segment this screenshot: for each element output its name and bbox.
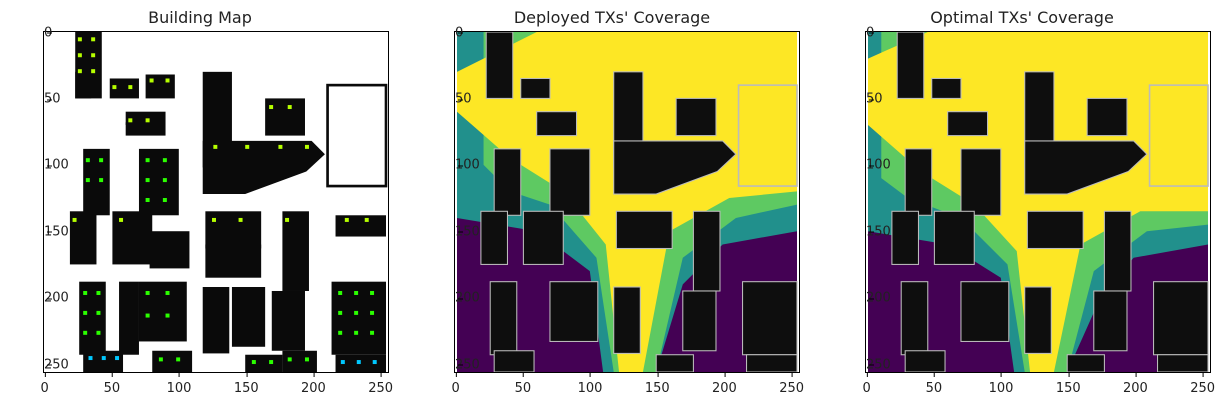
y-tick-label: 50 xyxy=(455,92,472,107)
panel-title: Building Map xyxy=(148,8,252,27)
x-tick-label: 250 xyxy=(779,372,804,396)
axes-building-map: 050100150200250050100150200250 xyxy=(41,25,393,396)
x-tick-label: 150 xyxy=(645,372,670,396)
panel-title: Optimal TXs' Coverage xyxy=(930,8,1114,27)
x-tick-label: 50 xyxy=(926,372,942,396)
axes-deployed-coverage: 050100150200250050100150200250 xyxy=(452,25,804,396)
building-map-image xyxy=(43,31,389,373)
y-tick-label: 0 xyxy=(44,25,53,41)
x-tick-label: 250 xyxy=(368,372,393,396)
x-tick-label: 100 xyxy=(989,372,1013,396)
y-tick-label: 100 xyxy=(44,158,69,173)
y-tick-label: 250 xyxy=(866,357,891,372)
axes-optimal-coverage: 050100150200250050100150200250 xyxy=(863,25,1215,396)
x-tick-label: 0 xyxy=(863,372,871,396)
x-tick-label: 150 xyxy=(234,372,259,396)
y-tick-label: 50 xyxy=(44,92,61,107)
y-tick-label: 50 xyxy=(866,92,883,107)
y-tick-label: 250 xyxy=(44,357,69,372)
optimal-coverage-image xyxy=(865,31,1211,373)
y-tick-label: 200 xyxy=(866,291,891,306)
y-tick-label: 0 xyxy=(866,25,875,41)
panel-title: Deployed TXs' Coverage xyxy=(513,8,711,27)
x-tick-label: 150 xyxy=(1056,372,1081,396)
x-tick-label: 200 xyxy=(301,372,326,396)
y-tick-label: 200 xyxy=(455,291,480,306)
x-tick-label: 200 xyxy=(712,372,737,396)
x-tick-label: 50 xyxy=(515,372,531,396)
deployed-coverage-image xyxy=(454,31,800,373)
x-tick-label: 100 xyxy=(578,372,602,396)
x-tick-label: 200 xyxy=(1123,372,1148,396)
panel-deployed-coverage: Deployed TXs' Coverage xyxy=(412,0,812,407)
panel-building-map: Building Map xyxy=(0,0,400,407)
y-tick-label: 200 xyxy=(44,291,69,306)
y-tick-label: 0 xyxy=(455,25,464,41)
x-tick-label: 0 xyxy=(41,372,49,396)
y-tick-label: 100 xyxy=(866,158,891,173)
y-tick-label: 100 xyxy=(455,158,480,173)
y-tick-label: 150 xyxy=(866,224,891,239)
panel-optimal-coverage: Optimal TXs' Coverage xyxy=(822,0,1222,407)
x-tick-label: 100 xyxy=(167,372,191,396)
y-tick-label: 250 xyxy=(455,357,480,372)
y-tick-label: 150 xyxy=(455,224,480,239)
x-tick-label: 50 xyxy=(104,372,120,396)
y-tick-label: 150 xyxy=(44,224,69,239)
x-tick-label: 250 xyxy=(1190,372,1215,396)
x-tick-label: 0 xyxy=(452,372,460,396)
